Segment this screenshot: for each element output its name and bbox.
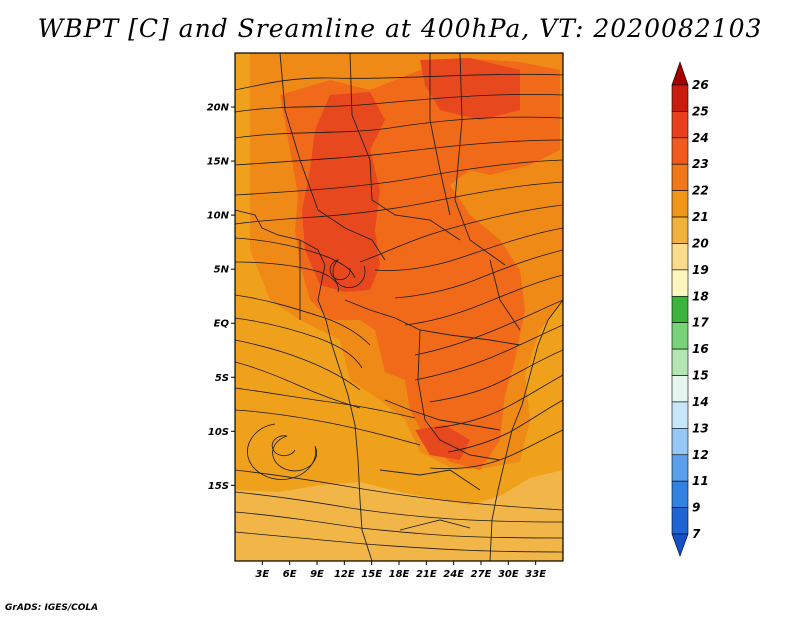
field-band-24 [302,92,385,292]
colorbar-segment [671,480,689,508]
lon-tick-label: 3E [255,569,269,580]
lon-tick-label: 18E [389,569,410,580]
coastline-west-africa [235,209,373,561]
lat-tick-label: 5S [215,373,229,384]
colorbar-segment [671,163,689,191]
lon-tick-label: 24E [443,569,464,580]
lon-tick-label: 27E [471,569,492,580]
colorbar-label: 13 [692,421,709,435]
colorbar-min-triangle [671,533,689,557]
lon-tick-label: 6E [283,569,297,580]
colorbar-segment [671,295,689,324]
lon-tick-label: 12E [334,569,355,580]
lon-tick-label: 33E [525,569,546,580]
lat-tick-label: 15S [208,481,229,492]
colorbar-label: 23 [692,157,709,171]
colorbar-label: 18 [692,289,709,303]
field-band-24 [420,58,520,120]
colorbar-segment [671,216,689,244]
chart-title: WBPT [C] and Sreamline at 400hPa, VT: 20… [37,14,763,43]
lon-tick-label: 15E [361,569,382,580]
lat-tick-label: EQ [214,319,230,330]
colorbar-label: 15 [692,369,709,383]
colorbar-label: 11 [692,474,709,488]
colorbar-label: 21 [692,210,709,224]
colorbar-label: 12 [692,448,709,462]
lon-tick-label: 9E [310,569,324,580]
lat-tick-label: 10S [208,427,229,438]
field-band-24 [415,425,470,460]
footer-credit: GrADS: IGES/COLA [5,603,99,613]
colorbar-label: 14 [692,395,709,409]
colorbar-label: 19 [692,263,709,277]
colorbar-segment [671,111,689,139]
latitude-axis: 20N 15N 10N 5N EQ 5S 10S 15S [207,103,235,492]
colorbar-segment [671,84,689,112]
colorbar-segment [671,454,689,482]
colorbar-segment [671,190,689,218]
lon-tick-label: 21E [416,569,437,580]
colorbar-segment [671,428,689,456]
country-borders [235,53,563,561]
colorbar-label: 7 [692,527,701,541]
colorbar-label: 22 [692,184,709,198]
colorbar-label: 24 [692,131,709,145]
colorbar-label: 17 [692,316,709,330]
colorbar-label: 20 [692,236,709,250]
colorbar-segment [671,269,689,297]
coastline-east-africa [489,299,563,561]
colorbar-label: 16 [692,342,709,356]
colorbar-label: 26 [692,78,709,92]
border-lines [279,53,521,531]
lat-tick-label: 20N [207,103,230,114]
colorbar-segment [671,137,689,165]
colorbar-segment [671,348,689,376]
colorbar-label: 9 [692,501,700,515]
lat-tick-label: 15N [207,157,230,168]
colorbar-label: 25 [692,104,709,118]
colorbar: 26 25 24 23 22 21 20 19 18 17 16 15 14 13 12 11 9 7 [671,61,709,557]
wbpt-field [235,53,563,561]
colorbar-segment [671,375,689,403]
lon-tick-label: 30E [498,569,519,580]
colorbar-segment [671,401,689,429]
colorbar-max-triangle [671,61,689,86]
lat-tick-label: 5N [214,265,230,276]
lat-tick-label: 10N [207,211,230,222]
colorbar-segment [671,243,689,271]
longitude-axis: 3E 6E 9E 12E 15E 18E 21E 24E 27E 30E 33E [255,561,546,580]
colorbar-segment [671,507,689,535]
colorbar-segment [671,322,689,350]
